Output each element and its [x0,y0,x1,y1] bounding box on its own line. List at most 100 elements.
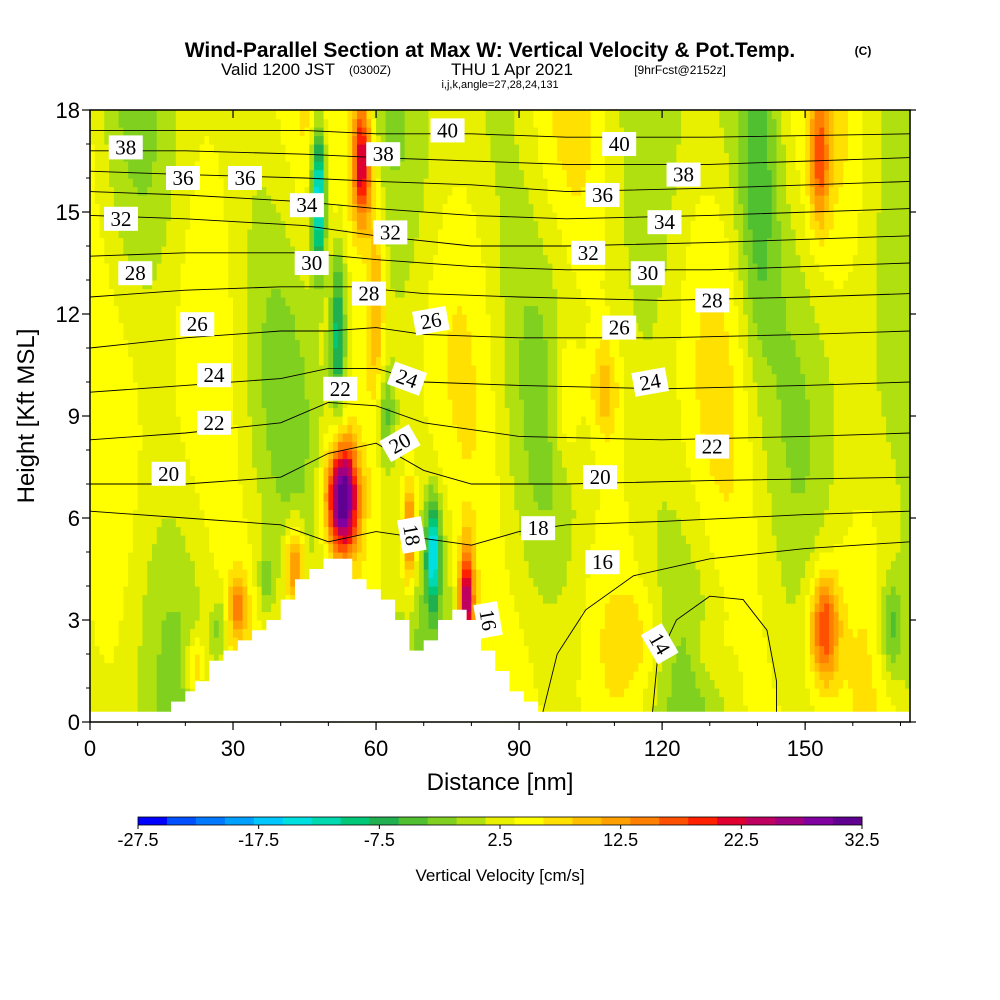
heat-cell [190,348,196,358]
heat-cell [318,373,325,383]
heat-cell [380,382,387,392]
heat-cell [171,518,177,528]
heat-cell [252,339,258,349]
heat-cell [104,161,110,171]
heat-cell [242,229,248,239]
heat-cell [171,484,177,494]
heat-cell [99,280,105,290]
heat-cell [161,322,167,332]
heat-cell [242,560,248,570]
heat-cell [385,263,391,273]
heat-cell [233,229,239,239]
heat-cell [142,382,148,392]
heat-cell [199,484,206,494]
heat-cell [218,518,225,528]
heat-cell [252,586,258,596]
heat-cell [209,280,215,290]
heat-cell [256,365,263,375]
heat-cell [290,569,296,579]
heat-cell [323,543,329,553]
heat-cell [204,535,210,545]
heat-cell [275,144,282,154]
heat-cell [409,254,415,264]
heat-cell [147,212,153,222]
heat-cell [271,263,277,273]
heat-cell [199,348,206,358]
heat-cell [271,552,277,562]
heat-cell [128,441,134,451]
heat-cell [247,492,253,502]
heat-cell [180,339,186,349]
heat-cell [99,263,105,273]
heat-cell [242,263,248,273]
heat-cell [190,467,196,477]
heat-cell [132,518,139,528]
heat-cell [385,348,391,358]
heat-cell [309,526,315,536]
heat-cell [147,246,153,256]
heat-cell [166,620,172,630]
heat-cell [409,322,415,332]
heat-cell [142,637,148,647]
heat-cell [361,560,368,570]
heat-cell [285,203,291,213]
heat-cell [175,603,182,613]
heat-cell [109,161,115,171]
heat-cell [123,229,129,239]
heat-cell [104,144,110,154]
heat-cell [371,416,377,426]
heat-cell [271,441,277,451]
heat-cell [180,441,186,451]
heat-cell [366,407,372,417]
heat-cell [280,186,287,196]
heat-cell [171,237,177,247]
heat-cell [99,705,105,715]
heat-cell [237,484,244,494]
heat-cell [128,373,134,383]
heat-cell [352,569,358,579]
heat-cell [290,373,296,383]
heat-cell [94,705,101,715]
heat-cell [271,237,277,247]
heat-cell [399,339,406,349]
heat-cell [113,424,120,434]
heat-cell [118,322,124,332]
heat-cell [137,399,144,409]
heat-cell [113,305,120,315]
heat-cell [190,407,196,417]
heat-cell [104,135,110,145]
heat-cell [352,186,358,196]
heat-cell [256,535,263,545]
heat-cell [304,518,310,528]
heat-cell [404,195,411,205]
heat-cell [314,441,320,451]
heat-cell [385,297,391,307]
heat-cell [409,212,415,222]
heat-cell [280,526,287,536]
heat-cell [171,501,177,511]
heat-cell [156,229,163,239]
heat-cell [261,152,267,162]
heat-cell [94,620,101,630]
heat-cell [395,535,401,545]
heat-cell [337,407,344,417]
heat-cell [223,144,229,154]
heat-cell [185,484,191,494]
heat-cell [304,161,310,171]
heat-cell [290,560,296,570]
heat-cell [180,246,186,256]
heat-cell [209,297,215,307]
heat-cell [399,195,406,205]
heat-cell [404,603,411,613]
heat-cell [180,135,186,145]
heat-cell [199,594,206,604]
heat-cell [213,348,220,358]
heat-cell [161,450,167,460]
heat-cell [94,526,101,536]
heat-cell [314,373,320,383]
heat-cell [304,152,310,162]
heat-cell [151,288,158,298]
heat-cell [275,603,282,613]
heat-cell [104,586,110,596]
heat-cell [285,229,291,239]
